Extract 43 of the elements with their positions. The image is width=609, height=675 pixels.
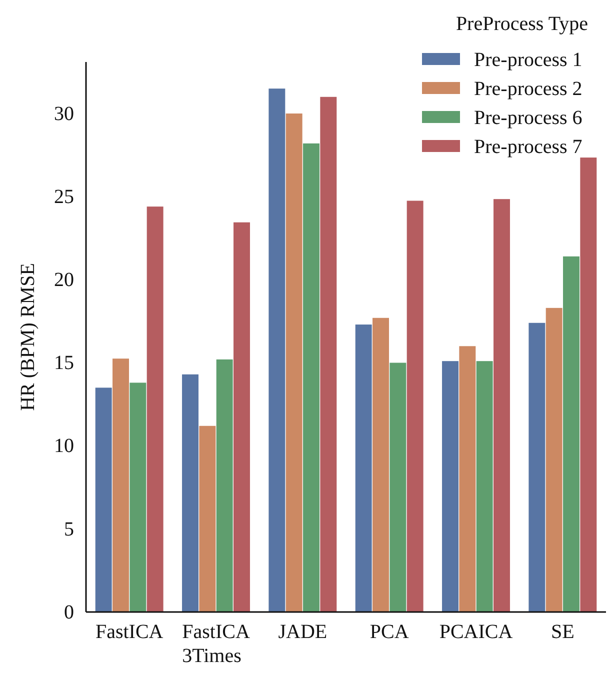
bar [199,426,216,612]
bar [286,114,302,612]
bar [130,382,146,612]
bar [390,362,406,612]
legend-label: Pre-process 2 [474,78,582,100]
bar [355,324,372,612]
y-tick-label: 20 [54,269,74,292]
bar [303,143,320,612]
bar [476,361,493,612]
bar [563,256,580,612]
bar [216,359,233,612]
bar [268,88,286,612]
bar [234,222,250,612]
bar [112,358,129,612]
y-tick-label: 10 [54,435,74,458]
y-tick-label: 15 [54,352,74,374]
x-tick-label: PCAICA [439,621,514,644]
legend-label: Pre-process 6 [474,107,582,129]
y-tick-label: 0 [64,601,74,624]
bar [372,318,389,612]
x-tick-label: FastICA 3Times [182,621,250,668]
y-axis-title: HR (BPM) RMSE [17,263,39,411]
x-tick-label: JADE [278,621,328,644]
x-tick-label: FastICA [95,621,164,644]
bar [182,374,198,612]
bar [494,199,510,612]
legend-label: Pre-process 7 [474,136,582,158]
bar [459,346,476,612]
legend-label: Pre-process 1 [474,49,582,71]
bar [320,96,337,612]
bar [528,322,546,612]
bar [546,308,562,612]
x-tick-label: PCA [370,621,410,644]
y-tick-label: 5 [64,518,74,540]
bar [442,361,458,612]
y-tick-label: 30 [54,102,74,125]
x-tick-label: SE [550,621,574,644]
legend-title: PreProcess Type [456,13,588,35]
bar [406,200,424,612]
bar [95,388,112,612]
y-tick-label: 25 [54,186,74,208]
bar [146,206,164,612]
bar [580,158,597,612]
